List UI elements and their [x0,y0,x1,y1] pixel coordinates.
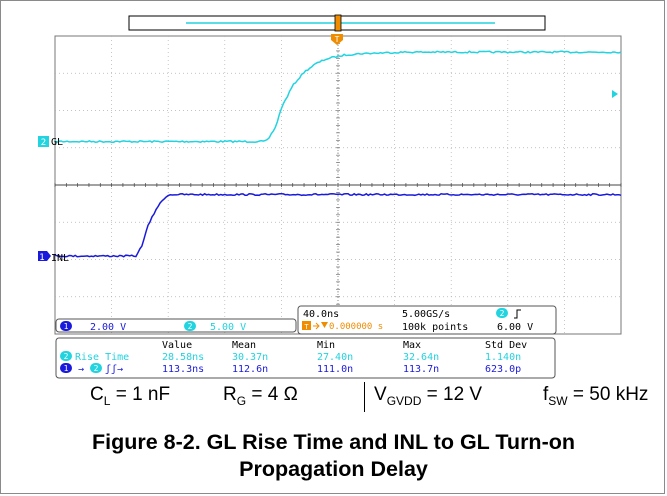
svg-text:5.00 V: 5.00 V [210,322,246,333]
svg-text:5.00GS/s: 5.00GS/s [402,309,450,320]
trigger-position-marker: T [331,34,343,45]
svg-text:Mean: Mean [232,340,256,351]
svg-text:Max: Max [403,340,421,351]
svg-text:Value: Value [162,340,192,351]
svg-text:Rise Time: Rise Time [75,352,129,363]
svg-text:27.40n: 27.40n [317,352,353,363]
condition-fsw: fSW = 50 kHz [543,384,649,408]
svg-text:112.6n: 112.6n [232,364,268,375]
condition-vgvdd: VGVDD = 12 V [374,384,483,408]
svg-text:2: 2 [94,364,99,373]
condition-divider [364,382,365,412]
condition-cl: CL = 1 nF [90,384,171,408]
svg-text:1: 1 [39,253,44,263]
svg-text:32.64n: 32.64n [403,352,439,363]
figure-caption-line2: Propagation Delay [239,457,428,481]
svg-text:2: 2 [41,138,46,148]
svg-text:100k points: 100k points [402,322,468,333]
svg-text:→: → [78,364,84,375]
svg-text:GL: GL [51,137,63,148]
condition-rg: RG = 4 Ω [223,384,298,408]
svg-text:30.37n: 30.37n [232,352,268,363]
svg-text:0.000000 s: 0.000000 s [329,322,383,332]
svg-text:2: 2 [64,352,69,361]
svg-text:28.58ns: 28.58ns [162,352,204,363]
oscilloscope-screen: T 2 GL 1 INL 40.0ns 5.00GS/s 2 T 0.00000… [38,14,622,379]
svg-text:40.0ns: 40.0ns [303,309,339,320]
svg-text:111.0n: 111.0n [317,364,353,375]
svg-text:113.7n: 113.7n [403,364,439,375]
svg-text:1: 1 [64,322,69,331]
record-bar [128,14,546,32]
inl-trace [54,192,622,258]
ch1-marker: 1 INL [38,251,69,264]
gl-trace [54,50,622,144]
graticule [54,35,622,335]
ch2-marker: 2 GL [38,136,63,148]
svg-text:623.0p: 623.0p [485,364,521,375]
svg-text:2: 2 [188,322,193,331]
svg-text:1: 1 [64,364,69,373]
svg-text:Std Dev: Std Dev [485,340,527,351]
svg-text:2.00 V: 2.00 V [90,322,126,333]
figure-caption-line1: Figure 8-2. GL Rise Time and INL to GL T… [91,430,575,454]
svg-text:INL: INL [51,253,69,264]
svg-text:ʃʃ→: ʃʃ→ [105,364,123,375]
svg-text:6.00 V: 6.00 V [497,322,533,333]
svg-text:T: T [335,35,340,44]
svg-text:T: T [304,323,309,331]
trigger-level-marker [612,90,618,98]
svg-text:2: 2 [500,309,505,318]
svg-text:113.3ns: 113.3ns [162,364,204,375]
svg-text:Min: Min [317,340,335,351]
svg-text:1.140n: 1.140n [485,352,521,363]
horizontal-status-box: 40.0ns 5.00GS/s 2 T 0.000000 s 100k poin… [297,305,557,335]
measurement-table: Value Mean Min Max Std Dev 2 Rise Time 2… [55,337,556,379]
channel-scale-bar: 1 2.00 V 2 5.00 V [55,318,297,333]
